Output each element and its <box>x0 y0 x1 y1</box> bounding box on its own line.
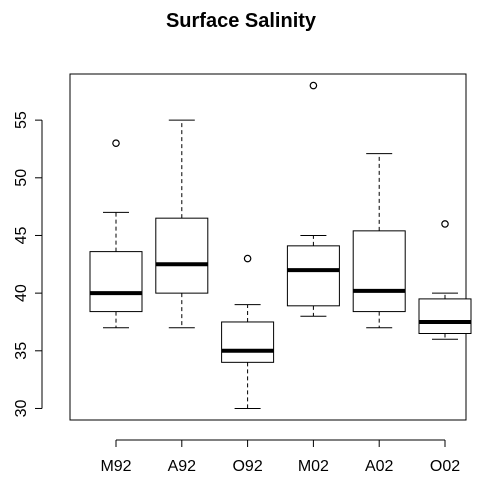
y-tick-label: 50 <box>13 169 30 187</box>
iqr-box <box>286 245 340 307</box>
y-tick-label: 45 <box>13 226 30 244</box>
x-tick-label: O02 <box>430 458 460 475</box>
iqr-box <box>418 298 472 334</box>
box-a92 <box>155 119 209 329</box>
x-tick-label: M92 <box>100 458 131 475</box>
plot-frame <box>69 73 467 421</box>
x-tick-label: A02 <box>365 458 394 475</box>
iqr-box <box>221 321 275 363</box>
y-tick-label: 30 <box>13 399 30 417</box>
iqr-box <box>155 217 209 294</box>
y-tick-label: 40 <box>13 284 30 302</box>
x-tick-label: A92 <box>168 458 197 475</box>
iqr-box <box>352 230 406 313</box>
box-m92 <box>89 139 143 329</box>
iqr-box <box>89 251 143 313</box>
outlier-point <box>112 139 120 148</box>
box-a02 <box>352 153 406 329</box>
outlier-point <box>441 220 449 228</box>
boxes-group <box>89 81 472 409</box>
y-axis: 30 35 40 45 50 55 <box>13 111 43 417</box>
x-axis: M92 A92 O92 M02 A02 O02 <box>100 439 460 475</box>
box-o92 <box>221 254 275 409</box>
y-tick-label: 35 <box>13 342 30 360</box>
outlier-point <box>243 254 252 263</box>
chart-title: Surface Salinity <box>165 10 317 32</box>
box-m02 <box>286 81 340 317</box>
x-tick-label: M02 <box>298 458 329 475</box>
box-o02 <box>418 220 472 340</box>
x-tick-label: O92 <box>232 458 262 475</box>
outlier-point <box>309 81 318 90</box>
y-tick-label: 55 <box>13 111 30 129</box>
